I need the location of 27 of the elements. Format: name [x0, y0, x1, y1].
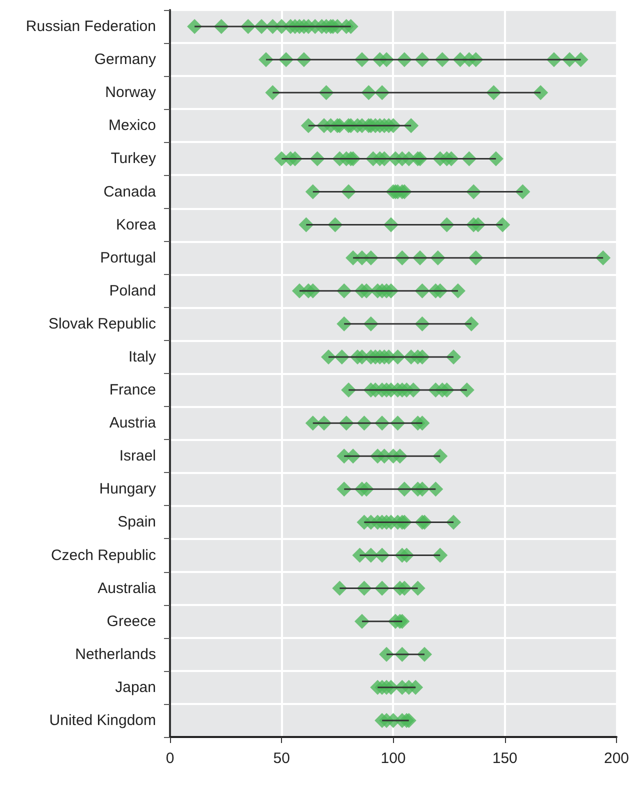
- y-tick-label: Canada: [103, 183, 157, 200]
- y-tick-label: Greece: [106, 612, 156, 630]
- y-tick-label: Norway: [105, 84, 156, 102]
- y-tick-label: Israel: [119, 448, 156, 465]
- y-tick-label: Korea: [116, 216, 157, 234]
- y-tick-label: France: [109, 382, 156, 399]
- x-tick-label: 50: [273, 750, 290, 767]
- y-tick-label: Portugal: [100, 249, 156, 266]
- y-tick-label: Australia: [98, 580, 157, 597]
- x-tick-label: 200: [604, 750, 629, 767]
- y-tick-label: Hungary: [99, 480, 156, 498]
- y-tick-label: Czech Republic: [50, 546, 156, 564]
- y-tick-label: Germany: [94, 51, 156, 68]
- y-tick-label: Poland: [109, 282, 156, 300]
- x-tick-label: 100: [380, 750, 406, 767]
- x-tick-label: 0: [166, 750, 174, 767]
- y-tick-label: Austria: [109, 414, 157, 432]
- x-tick-label: 150: [492, 750, 518, 767]
- y-tick-label: United Kingdom: [49, 712, 156, 729]
- y-tick-label: Russian Federation: [26, 18, 156, 36]
- y-tick-label: Slovak Republic: [48, 315, 156, 332]
- y-tick-label: Spain: [118, 514, 156, 531]
- y-tick-label: Japan: [115, 678, 156, 696]
- y-tick-label: Turkey: [110, 150, 156, 168]
- y-tick-label: Italy: [128, 348, 156, 366]
- y-tick-label: Mexico: [108, 117, 156, 134]
- y-tick-label: Netherlands: [75, 646, 156, 663]
